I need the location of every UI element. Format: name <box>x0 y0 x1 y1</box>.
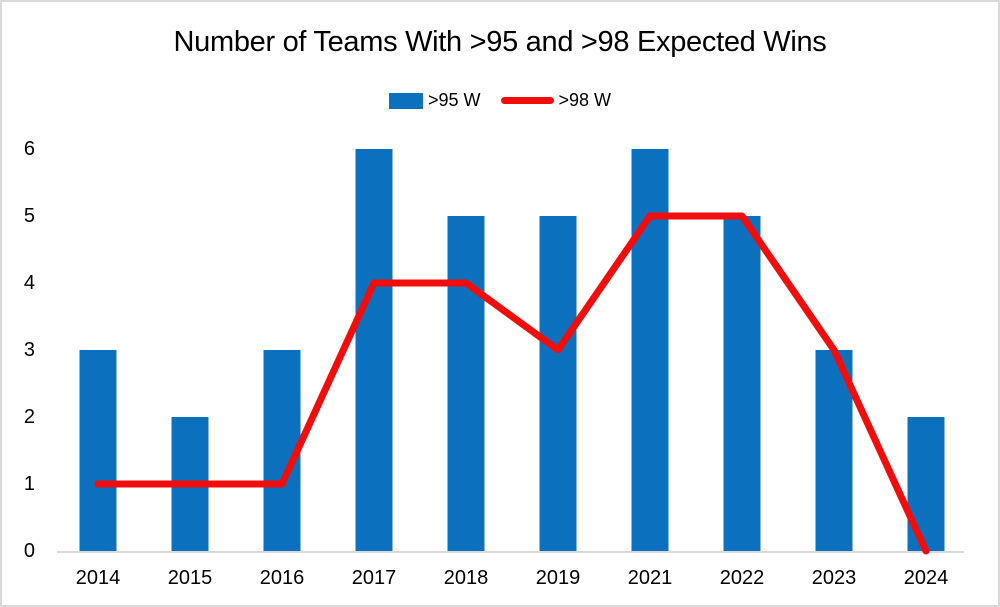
legend-line-swatch-icon <box>500 97 554 104</box>
y-tick-label-1: 1 <box>23 473 35 495</box>
legend-item-95w: >95 W <box>388 90 481 111</box>
x-tick-label-2014: 2014 <box>75 567 121 589</box>
x-tick-label-2024: 2024 <box>903 567 949 589</box>
bar-2019 <box>539 216 577 551</box>
legend: >95 W >98 W <box>2 90 998 111</box>
bar-2022 <box>723 216 761 551</box>
x-tick-label-2016: 2016 <box>259 567 305 589</box>
x-tick-label-2023: 2023 <box>811 567 857 589</box>
x-tick-label-2017: 2017 <box>351 567 397 589</box>
bar-2018 <box>447 216 485 551</box>
x-tick-label-2018: 2018 <box>443 567 489 589</box>
x-tick-label-2022: 2022 <box>719 567 765 589</box>
bar-2021 <box>631 149 669 551</box>
y-tick-label-3: 3 <box>23 339 35 361</box>
legend-label-98w: >98 W <box>558 90 612 110</box>
chart-title: Number of Teams With >95 and >98 Expecte… <box>173 26 827 58</box>
x-tick-label-2015: 2015 <box>167 567 213 589</box>
bar-2017 <box>355 149 393 551</box>
x-tick-label-2019: 2019 <box>535 567 581 589</box>
y-tick-label-2: 2 <box>23 406 35 428</box>
legend-item-98w: >98 W <box>500 90 612 111</box>
bar-2014 <box>79 350 117 551</box>
legend-bar-swatch-icon <box>388 92 423 109</box>
y-tick-label-5: 5 <box>23 205 35 227</box>
y-tick-label-4: 4 <box>23 272 35 294</box>
y-tick-label-6: 6 <box>23 138 35 160</box>
x-tick-label-2021: 2021 <box>627 567 673 589</box>
y-tick-label-0: 0 <box>23 540 35 562</box>
line-series-98w <box>94 212 930 555</box>
legend-label-95w: >95 W <box>427 90 481 110</box>
